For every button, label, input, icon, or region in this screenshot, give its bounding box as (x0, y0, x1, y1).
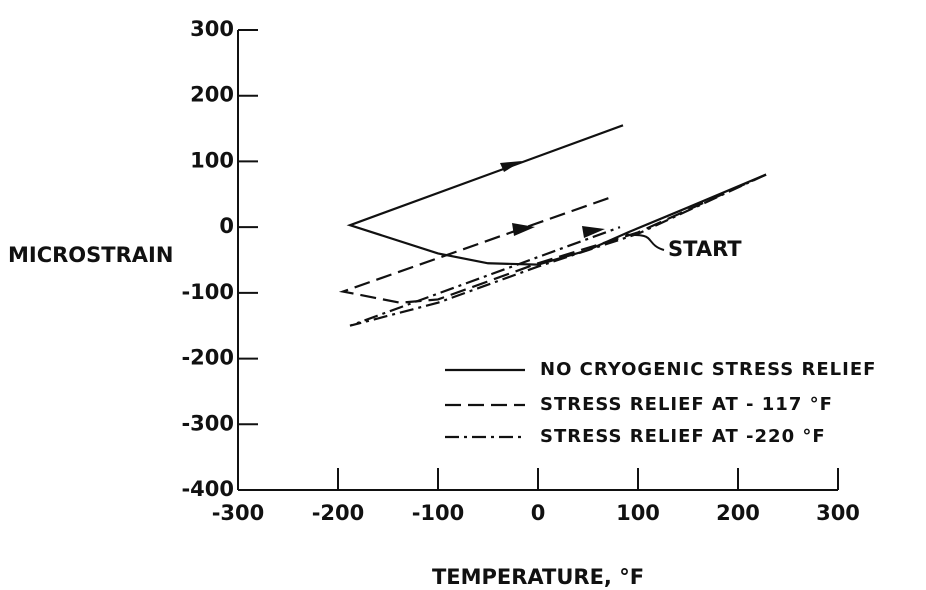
y-tick-label: 200 (190, 83, 234, 107)
x-tick-label: -200 (312, 501, 365, 525)
legend-label: STRESS RELIEF AT -220 °F (540, 426, 826, 447)
y-tick-label: 100 (190, 148, 234, 172)
y-tick-label: -300 (181, 411, 234, 435)
x-tick-label: -300 (212, 501, 265, 525)
x-tick-label: -100 (412, 501, 465, 525)
y-tick-label: 0 (219, 214, 234, 238)
x-tick-label: 0 (531, 501, 546, 525)
annotation: START (668, 237, 742, 261)
y-tick-label: -400 (181, 477, 234, 501)
y-tick-label: -200 (181, 346, 234, 370)
legend-label: NO CRYOGENIC STRESS RELIEF (540, 359, 876, 380)
x-tick-label: 100 (616, 501, 660, 525)
y-tick-label: -100 (181, 280, 234, 304)
series-line (338, 173, 767, 304)
arrow (582, 226, 605, 238)
series-line (346, 124, 767, 266)
x-axis-label: TEMPERATURE, °F (432, 565, 644, 589)
x-tick-label: 300 (816, 501, 860, 525)
y-axis-label: MICROSTRAIN (8, 243, 173, 267)
y-tick-label: 300 (190, 17, 234, 41)
x-tick-label: 200 (716, 501, 760, 525)
legend-label: STRESS RELIEF AT - 117 °F (540, 394, 833, 415)
series-line (349, 173, 767, 327)
